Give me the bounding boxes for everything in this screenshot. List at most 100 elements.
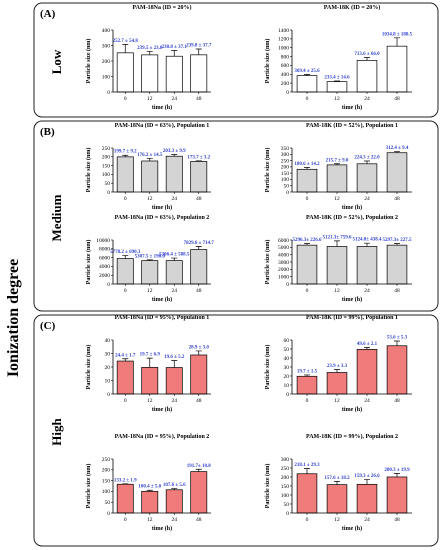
y-tick-label: 0 (286, 282, 289, 288)
error-bar (394, 340, 400, 346)
group-label-low: Low (49, 49, 64, 74)
data-label: 19.7 ± 1.5 (297, 369, 318, 374)
y-tick-label: 4000 (99, 264, 110, 270)
x-axis-title: time (h) (152, 525, 172, 532)
category-label: 12 (147, 517, 153, 523)
category-label: 24 (364, 517, 370, 523)
error-bar (122, 358, 129, 362)
y-tick-label: 1200 (278, 37, 289, 43)
data-label: 159.3 ± 26.6 (354, 474, 380, 479)
bar (386, 152, 408, 193)
y-tick-label: 0 (286, 190, 289, 196)
chart-pam18na-medium-pop1: PAM-18Na (ID = 63%), Population 1 199.7 ±… (85, 122, 211, 211)
chart-title: PAM-18K (ID = 20%) (324, 4, 380, 11)
data-label: 252.7 ± 54.8 (113, 39, 139, 44)
y-tick-label: 250 (281, 158, 290, 164)
y-tick-label: 400 (102, 28, 111, 34)
error-bar (171, 488, 178, 490)
bar (296, 473, 318, 514)
bar (190, 54, 208, 93)
y-tick-label: 100 (281, 493, 290, 499)
bar (141, 490, 159, 514)
chart-title: PAM-18K (ID = 99%), Population 2 (306, 433, 398, 440)
y-tick-label: 0 (286, 90, 289, 96)
error-bar (364, 242, 370, 247)
bar (165, 155, 183, 193)
y-axis-title: Particle size (nm) (85, 148, 92, 193)
data-label: 24.4 ± 1.7 (115, 353, 136, 358)
y-tick-label: 1000 (278, 46, 289, 52)
data-label: 230.8 ± 37.1 (162, 45, 188, 50)
category-label: 48 (196, 96, 202, 102)
y-tick-label: 150 (102, 478, 111, 484)
category-label: 48 (394, 398, 400, 404)
category-label: 24 (364, 96, 370, 102)
data-label: 53.6 ± 5.3 (387, 335, 408, 340)
category-label: 0 (124, 288, 127, 294)
y-axis-title: Particle size (nm) (264, 464, 271, 509)
chart-title: PAM-18K (ID = 52%), Population 1 (306, 122, 398, 129)
y-axis-title: Particle size (nm) (85, 240, 92, 285)
y-tick-label: 200 (102, 59, 111, 65)
data-label: 176.2 ± 14.5 (137, 153, 163, 158)
data-label: 713.6 ± 66.0 (354, 52, 380, 57)
y-tick-label: 10000 (96, 238, 110, 244)
y-tick-label: 300 (102, 43, 111, 49)
y-tick-label: 0 (107, 190, 110, 196)
y-tick-label: 250 (102, 146, 111, 152)
y-tick-label: 20 (284, 374, 290, 380)
error-bar (146, 357, 153, 368)
chart-title: PAM-18Na (ID = 20%) (132, 4, 191, 11)
category-label: 12 (147, 196, 153, 202)
y-tick-label: 150 (102, 163, 111, 169)
error-bar (364, 57, 370, 61)
y-tick-label: 200 (281, 475, 290, 481)
bar (386, 345, 408, 395)
y-tick-label: 0 (286, 511, 289, 517)
y-tick-label: 200 (281, 165, 290, 171)
error-bar (171, 50, 178, 57)
category-label: 0 (124, 517, 127, 523)
data-label: 7829.6 ± 714.7 (184, 241, 215, 246)
bar (165, 489, 183, 514)
data-label: 239.5 ± 23.0 (137, 46, 163, 51)
y-tick-label: 0 (107, 392, 110, 398)
x-axis-title: time (h) (342, 104, 362, 111)
bar (326, 484, 348, 514)
data-label: 239.8 ± 37.7 (186, 43, 212, 48)
data-label: 133.2 ± 1.9 (114, 478, 137, 483)
y-axis-title: Particle size (nm) (264, 345, 271, 390)
y-tick-label: 50 (284, 347, 290, 353)
data-label: 369.4 ± 25.6 (294, 69, 320, 74)
error-bar (195, 350, 202, 355)
bar (326, 246, 348, 285)
category-label: 24 (364, 288, 370, 294)
y-tick-label: 30 (105, 351, 111, 357)
error-bar (394, 473, 400, 477)
data-label: 233.4 ± 14.6 (324, 76, 350, 81)
panel-low: (A) Low PAM-18Na (ID = 20%) 252.7 ± 54.8 0… (33, 2, 439, 118)
error-bar (364, 479, 370, 485)
x-axis-title: time (h) (152, 406, 172, 413)
error-bar (304, 167, 310, 170)
error-bar (171, 360, 178, 368)
y-axis-title: Particle size (nm) (85, 39, 92, 84)
y-tick-label: 3000 (278, 260, 289, 266)
x-axis-title: time (h) (152, 204, 172, 211)
y-tick-label: 0 (107, 511, 110, 517)
category-label: 12 (334, 398, 340, 404)
y-tick-label: 200 (102, 468, 111, 474)
error-bar (394, 243, 400, 246)
data-label: 5296.3± 226.6 (293, 238, 322, 243)
panel-medium: (B) Medium PAM-18Na (ID = 63%), Populati… (33, 120, 439, 312)
bar (356, 483, 378, 514)
category-label: 12 (334, 196, 340, 202)
data-label: 23.9 ± 3.3 (327, 364, 348, 369)
error-bar (334, 369, 340, 373)
category-label: 48 (196, 288, 202, 294)
bar (165, 55, 183, 93)
bar (116, 360, 134, 395)
error-bar (146, 50, 153, 55)
error-bar (304, 468, 310, 474)
y-tick-label: 200 (102, 155, 111, 161)
